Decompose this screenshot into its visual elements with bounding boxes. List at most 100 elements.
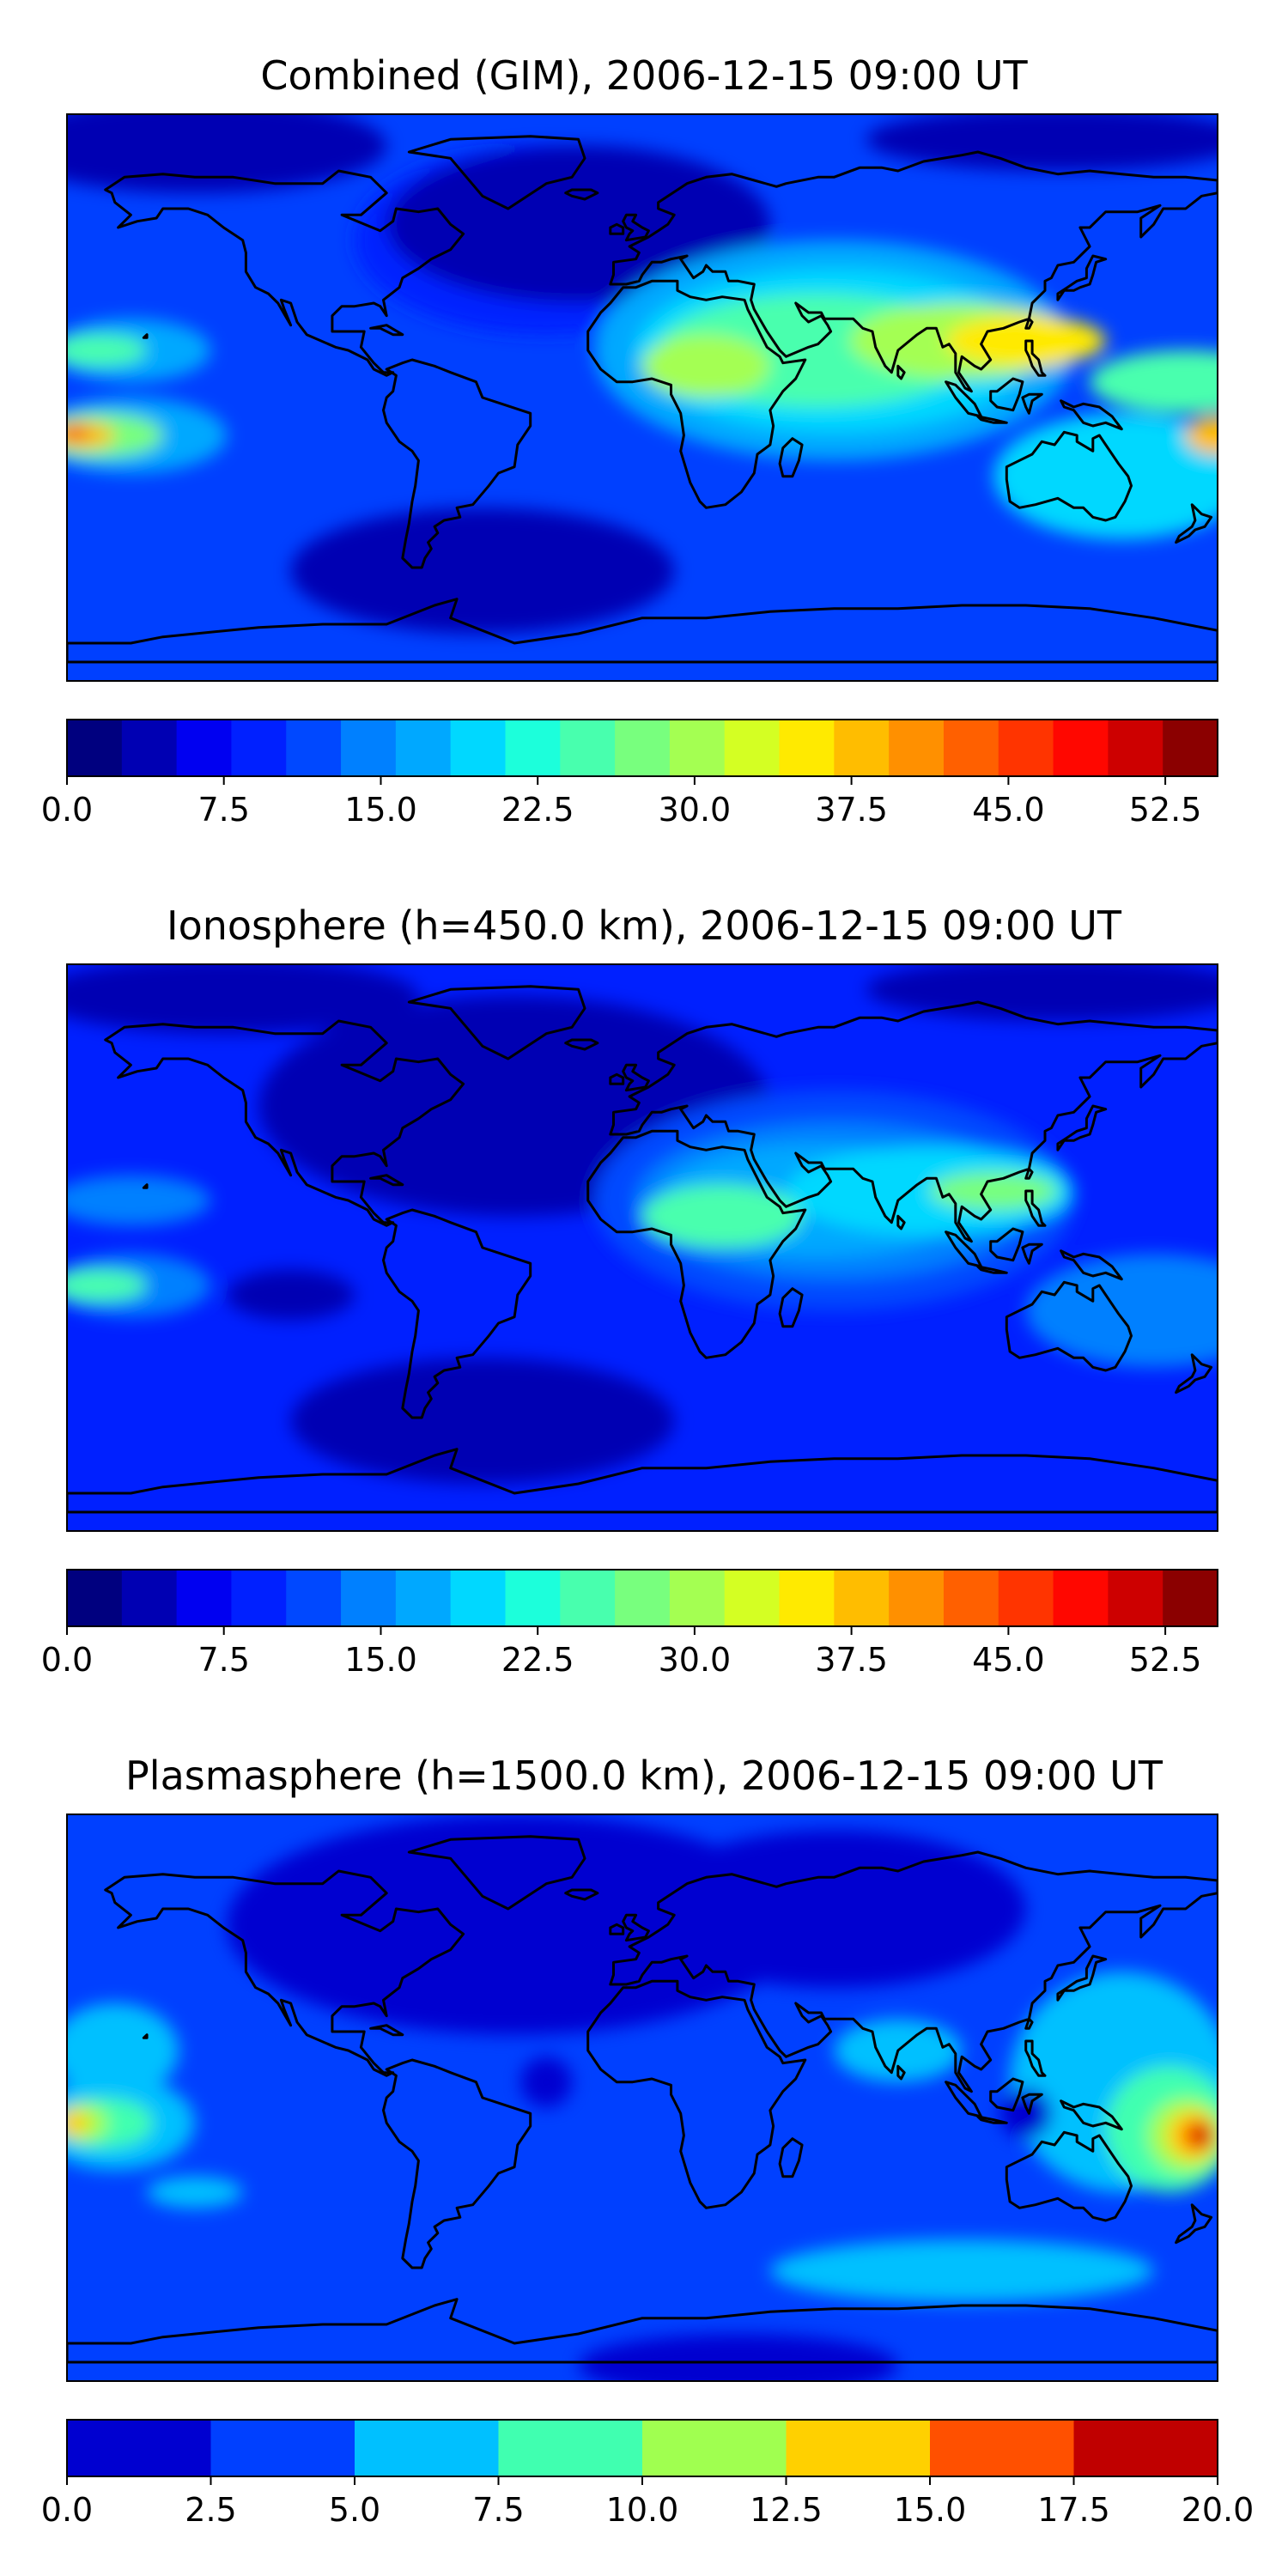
- colorbar-tick-label: 45.0: [972, 791, 1045, 829]
- colorbar-segment: [395, 720, 452, 776]
- colorbar-tick-label: 37.5: [815, 1641, 888, 1679]
- map-frame: [66, 963, 1218, 1532]
- coastline-africa: [586, 1129, 807, 1359]
- coastline-great-britain: [622, 213, 650, 242]
- colorbar-segment: [450, 720, 507, 776]
- colorbar-segment: [998, 1570, 1054, 1626]
- field-contour: [930, 1172, 1058, 1210]
- coastline-sri-lanka: [896, 2064, 906, 2081]
- coastline-australia: [1005, 1280, 1133, 1372]
- coastline-philippines: [1024, 339, 1047, 377]
- colorbar-tick-label: 0.0: [41, 1641, 93, 1679]
- coastline-antarctica: [67, 598, 1218, 664]
- colorbar-segment: [889, 1570, 945, 1626]
- coastline-new-guinea: [1060, 399, 1123, 431]
- colorbar-segment: [1108, 1570, 1163, 1626]
- colorbar-segment: [67, 1570, 123, 1626]
- coastline-greenland: [407, 1835, 586, 1911]
- coastline-cuba: [369, 2024, 404, 2037]
- colorbar-frame: [66, 1569, 1218, 1627]
- field-contour: [386, 145, 770, 303]
- coastline-new-guinea: [1060, 1249, 1123, 1281]
- colorbar-tick-label: 10.0: [606, 2491, 679, 2529]
- coastline-antarctica: [67, 1448, 1218, 1514]
- colorbar-tick-label: 30.0: [659, 791, 732, 829]
- colorbar-tick-label: 7.5: [472, 2491, 524, 2529]
- colorbar-segment: [286, 720, 342, 776]
- colorbar-segment: [355, 2420, 500, 2476]
- colorbar-segment: [930, 2420, 1075, 2476]
- coastline-australia: [1005, 2130, 1133, 2222]
- field-contour: [147, 2176, 243, 2208]
- coastline-madagascar: [778, 2137, 804, 2178]
- colorbar-tick-label: 37.5: [815, 791, 888, 829]
- field-contour: [769, 2239, 1154, 2303]
- colorbar-tick-label: 45.0: [972, 1641, 1045, 1679]
- colorbar-tick-label: 22.5: [501, 1641, 574, 1679]
- field-contour: [67, 964, 419, 1034]
- colorbar-tick-label: 12.5: [750, 2491, 823, 2529]
- coastline-java: [976, 2115, 1008, 2124]
- colorbar-segment: [615, 1570, 671, 1626]
- colorbar: 0.0 7.5 15.0 22.5 30.0 37.5 45.0 52.5: [41, 719, 1218, 829]
- coastline-japan: [1056, 254, 1108, 301]
- colorbar-tick-label: 5.0: [329, 2491, 380, 2529]
- field-contour: [67, 2110, 89, 2136]
- coastline-north-america: [104, 1869, 465, 2077]
- colorbar-segment: [210, 2420, 355, 2476]
- panel-ionosphere: Ionosphere (h=450.0 km), 2006-12-15 09:0…: [41, 902, 1218, 1679]
- field-contour: [67, 334, 147, 367]
- colorbar-segment: [1163, 1570, 1218, 1626]
- colorbar-segment: [669, 1570, 726, 1626]
- field-contour: [67, 422, 89, 442]
- colorbar-segment: [176, 1570, 233, 1626]
- panel-combined: Combined (GIM), 2006-12-15 09:00 UT 0.0 7…: [41, 52, 1218, 829]
- colorbar-segment: [121, 1570, 178, 1626]
- coastline-hawaii: [142, 333, 149, 339]
- colorbar-segment: [669, 720, 726, 776]
- coastlines: [67, 985, 1218, 1514]
- colorbar-segment: [231, 720, 287, 776]
- colorbar: 0.0 2.5 5.0 7.5 10.0 12.5 15.0 17.5 20.0: [41, 2419, 1254, 2529]
- coastline-madagascar: [778, 437, 804, 478]
- coastline-japan: [1056, 1104, 1108, 1151]
- coastline-borneo: [989, 377, 1024, 412]
- map-field: [67, 964, 1218, 1531]
- colorbar-segment: [724, 720, 781, 776]
- coastline-new-zealand: [1175, 1353, 1213, 1394]
- coastline-cuba: [369, 1174, 404, 1187]
- colorbar-segment: [560, 720, 616, 776]
- map-frame: [66, 113, 1218, 682]
- panel-title: Ionosphere (h=450.0 km), 2006-12-15 09:0…: [167, 902, 1122, 949]
- coastline-greenland: [407, 135, 586, 210]
- colorbar-segment: [779, 720, 835, 776]
- coastline-philippines: [1024, 2039, 1047, 2077]
- coastline-madagascar: [778, 1287, 804, 1328]
- map-frame: [66, 1814, 1218, 2382]
- coastline-japan: [1056, 1954, 1108, 2002]
- map-field: [67, 114, 1218, 681]
- coastline-sulawesi: [1021, 392, 1043, 415]
- coastline-north-america: [104, 169, 465, 377]
- field-contour: [999, 2088, 1052, 2139]
- coastline-taiwan: [1024, 1167, 1034, 1180]
- coastline-south-america: [382, 358, 532, 569]
- panel-title: Plasmasphere (h=1500.0 km), 2006-12-15 0…: [125, 1753, 1163, 1799]
- colorbar-segment: [67, 720, 123, 776]
- field-contour: [1025, 1254, 1218, 1368]
- colorbar-segment: [615, 720, 671, 776]
- field-contour: [578, 2334, 898, 2381]
- coastline-borneo: [989, 2077, 1024, 2112]
- coastline-java: [976, 1265, 1008, 1274]
- coastline-north-america: [104, 1019, 465, 1227]
- colorbar-segment: [786, 2420, 931, 2476]
- colorbar-tick-label: 2.5: [185, 2491, 236, 2529]
- colorbar-segment: [450, 1570, 507, 1626]
- coastlines: [67, 1835, 1218, 2364]
- field-contour: [642, 334, 770, 398]
- coastline-antarctica: [67, 2298, 1218, 2364]
- colorbar-segment: [1053, 720, 1109, 776]
- colorbar-segment: [505, 1570, 561, 1626]
- coastline-eurasia: [609, 1850, 1218, 2093]
